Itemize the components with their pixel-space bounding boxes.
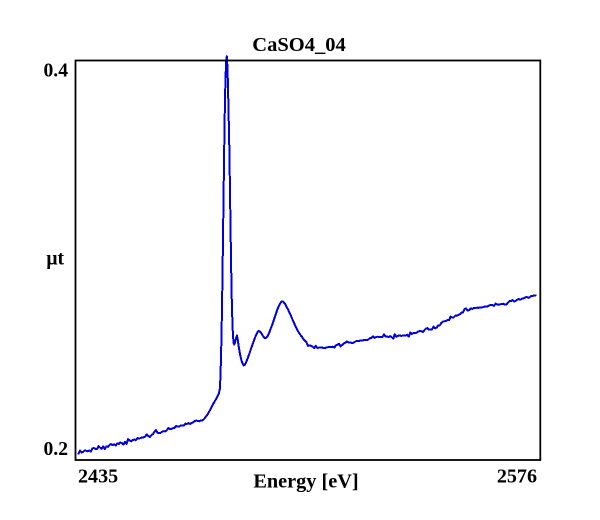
svg-text:2435: 2435 <box>78 466 118 488</box>
svg-text:CaSO4_04: CaSO4_04 <box>252 34 345 56</box>
svg-text:2576: 2576 <box>497 466 537 488</box>
svg-text:0.4: 0.4 <box>44 61 69 82</box>
svg-text:Energy [eV]: Energy [eV] <box>253 471 358 493</box>
svg-text:μt: μt <box>46 248 64 269</box>
svg-text:0.2: 0.2 <box>44 439 69 460</box>
